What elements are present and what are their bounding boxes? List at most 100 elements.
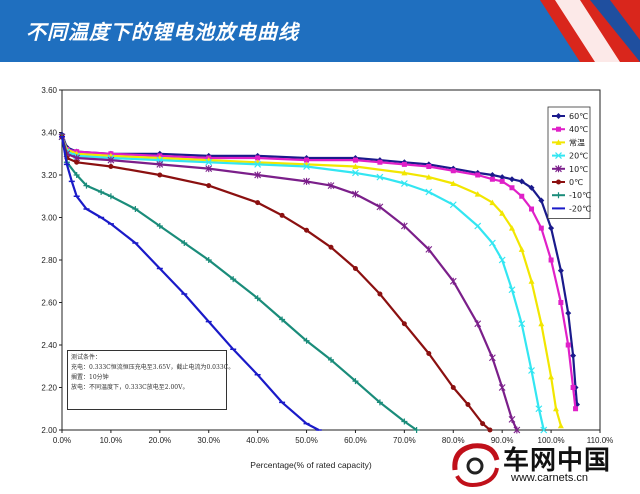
data-point (107, 156, 115, 164)
x-axis-label: Percentage(% of rated capacity) (250, 460, 372, 470)
legend-item: -20℃ (552, 204, 591, 213)
x-tick-label: 20.0% (148, 436, 171, 445)
x-tick-label: 30.0% (197, 436, 220, 445)
series-line (60, 134, 579, 405)
data-point (255, 200, 261, 206)
data-point (508, 225, 515, 231)
y-tick-label: 3.20 (41, 171, 57, 180)
data-point (489, 176, 495, 182)
data-point (565, 310, 572, 317)
legend-item: 60℃ (552, 112, 588, 121)
data-point (304, 157, 310, 163)
data-point (156, 160, 164, 168)
legend-item: -10℃ (552, 191, 591, 200)
legend-item: 常温 (552, 138, 585, 147)
data-point (498, 384, 506, 391)
test-conditions-note: 测试条件： 充电：0.333C恒流恒压充电至3.65V，截止电流为0.033C。… (67, 350, 234, 410)
data-point (304, 227, 310, 233)
data-point (376, 173, 384, 181)
data-point (499, 178, 505, 184)
legend-box (547, 106, 591, 219)
data-point (205, 165, 213, 173)
legend-marker (556, 179, 561, 185)
data-point (107, 193, 114, 200)
data-point (474, 222, 482, 230)
data-point (425, 188, 433, 196)
data-point (450, 168, 456, 174)
data-point (474, 191, 481, 197)
data-point (83, 182, 90, 189)
data-point (518, 246, 525, 252)
banner-stripes (540, 0, 640, 62)
data-point (489, 354, 496, 362)
data-point (487, 427, 493, 433)
series-line (60, 136, 562, 427)
data-point (488, 239, 496, 247)
x-tick-label: 40.0% (246, 436, 269, 445)
data-point (570, 352, 577, 359)
data-point (352, 378, 359, 385)
data-point (570, 385, 576, 390)
data-point (480, 421, 486, 427)
data-point (98, 189, 105, 195)
data-point (489, 199, 496, 206)
data-point (557, 267, 564, 274)
series-line (60, 136, 491, 431)
x-tick-label: 0.0% (53, 436, 71, 445)
y-tick-label: 3.60 (41, 86, 57, 95)
data-point (230, 276, 237, 283)
data-point (132, 206, 139, 212)
data-point (352, 157, 358, 163)
data-point (465, 402, 471, 407)
data-point (254, 160, 262, 168)
legend-label: 10℃ (569, 165, 588, 174)
data-point (303, 337, 310, 344)
data-point (279, 212, 285, 218)
y-tick-label: 2.00 (41, 426, 57, 435)
data-point (540, 426, 548, 434)
data-point (73, 172, 80, 178)
data-point (499, 174, 506, 181)
y-tick-label: 2.60 (41, 299, 57, 308)
logo-mark-icon (452, 443, 500, 487)
x-tick-label: 70.0% (393, 436, 416, 445)
x-tick-label: 10.0% (100, 436, 123, 445)
data-point (508, 176, 515, 183)
data-point (528, 184, 535, 191)
data-point (205, 257, 212, 263)
data-point (156, 223, 163, 229)
y-tick-label: 2.80 (41, 256, 57, 265)
legend-item: 40℃ (552, 125, 588, 134)
data-point (328, 244, 334, 250)
data-point (255, 155, 261, 161)
data-point (498, 256, 506, 264)
logo-name: 车网中国 (503, 446, 612, 476)
data-point (518, 320, 526, 328)
x-tick-label: 90.0% (491, 436, 514, 445)
data-point (327, 182, 335, 190)
data-point (426, 164, 432, 169)
data-point (557, 422, 564, 429)
data-point (538, 225, 544, 231)
legend-item: 0℃ (552, 178, 583, 187)
data-point (279, 316, 286, 323)
legend-item: 10℃ (552, 165, 588, 174)
data-point (425, 174, 432, 180)
data-point (376, 399, 383, 406)
data-point (528, 367, 535, 374)
data-point (352, 190, 359, 198)
data-point (489, 172, 496, 178)
data-point (254, 171, 262, 179)
series-6 (59, 133, 420, 433)
data-point (401, 321, 407, 327)
data-point (401, 418, 408, 425)
data-point (425, 245, 433, 253)
y-tick-label: 2.20 (41, 384, 57, 393)
data-point (352, 163, 359, 169)
data-point (475, 172, 481, 178)
legend-marker (555, 139, 562, 145)
note-line: 搁置：10分钟 (71, 374, 109, 381)
data-point (74, 159, 80, 165)
data-point (352, 266, 358, 271)
data-point (538, 197, 545, 204)
